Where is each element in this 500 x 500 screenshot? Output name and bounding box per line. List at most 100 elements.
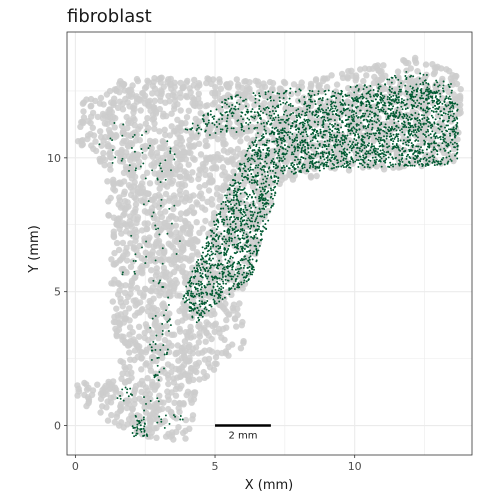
fibroblast-point	[226, 279, 229, 282]
fibroblast-point	[212, 244, 215, 246]
fibroblast-point	[333, 158, 336, 161]
background-cell-point	[454, 102, 461, 109]
background-cell-point	[181, 198, 188, 205]
fibroblast-point	[346, 134, 349, 137]
fibroblast-point	[199, 305, 202, 308]
fibroblast-point	[398, 111, 401, 114]
background-cell-point	[131, 347, 139, 354]
background-cell-point	[125, 293, 132, 301]
fibroblast-point	[226, 240, 229, 243]
fibroblast-point	[361, 144, 364, 147]
fibroblast-point	[183, 294, 186, 297]
background-cell-point	[119, 239, 127, 247]
background-cell-point	[145, 102, 152, 110]
fibroblast-point	[417, 130, 420, 133]
fibroblast-point	[239, 192, 242, 195]
fibroblast-point	[262, 136, 265, 138]
background-cell-point	[165, 222, 172, 229]
fibroblast-point	[254, 174, 257, 177]
background-cell-point	[249, 183, 257, 190]
fibroblast-point	[223, 251, 226, 254]
fibroblast-point	[261, 137, 264, 140]
fibroblast-point	[211, 229, 213, 232]
fibroblast-point	[248, 181, 251, 183]
background-cell-point	[126, 317, 133, 324]
fibroblast-point	[228, 293, 231, 296]
fibroblast-point	[382, 129, 385, 132]
background-cell-point	[123, 204, 130, 211]
fibroblast-point	[416, 99, 419, 102]
background-cell-point	[182, 219, 189, 226]
background-cell-point	[345, 167, 353, 174]
fibroblast-point	[210, 234, 213, 237]
fibroblast-point	[447, 113, 450, 116]
background-cell-point	[183, 303, 190, 310]
fibroblast-point	[244, 257, 247, 260]
fibroblast-point	[390, 95, 393, 98]
fibroblast-point	[265, 132, 268, 135]
fibroblast-point	[239, 241, 242, 244]
fibroblast-point	[282, 136, 285, 139]
background-cell-point	[248, 95, 256, 102]
fibroblast-point	[256, 212, 259, 215]
fibroblast-point	[383, 130, 386, 133]
fibroblast-point	[387, 156, 390, 159]
fibroblast-point	[355, 139, 358, 142]
background-cell-point	[407, 65, 414, 72]
fibroblast-point	[251, 141, 254, 144]
fibroblast-point	[382, 110, 385, 113]
fibroblast-point	[241, 213, 244, 216]
fibroblast-point	[237, 286, 240, 289]
fibroblast-point	[424, 90, 427, 93]
background-cell-point	[155, 249, 163, 256]
fibroblast-point	[447, 128, 450, 131]
fibroblast-point	[194, 275, 197, 278]
fibroblast-point	[203, 307, 206, 310]
fibroblast-point	[210, 253, 213, 256]
fibroblast-point	[228, 240, 231, 242]
background-cell-point	[239, 285, 246, 292]
fibroblast-point	[301, 141, 304, 144]
fibroblast-point	[291, 138, 294, 141]
background-cell-point	[162, 190, 170, 198]
background-cell-point	[448, 78, 455, 85]
fibroblast-point	[238, 238, 241, 241]
fibroblast-point	[396, 106, 399, 109]
fibroblast-point	[401, 122, 403, 125]
fibroblast-point	[216, 277, 219, 280]
fibroblast-point	[219, 245, 222, 248]
fibroblast-point	[448, 117, 451, 120]
fibroblast-point	[311, 157, 314, 160]
fibroblast-point	[417, 155, 419, 158]
fibroblast-point	[361, 138, 364, 141]
background-cell-point	[170, 379, 178, 386]
background-cell-point	[159, 354, 166, 361]
fibroblast-point	[365, 146, 368, 148]
fibroblast-point	[246, 223, 249, 226]
fibroblast-point	[263, 216, 266, 219]
background-cell-point	[234, 145, 242, 153]
background-cell-point	[182, 416, 190, 424]
fibroblast-point	[217, 282, 220, 285]
fibroblast-point	[264, 185, 267, 188]
fibroblast-point	[235, 198, 238, 201]
fibroblast-point	[395, 94, 398, 97]
fibroblast-point	[349, 145, 352, 147]
fibroblast-point	[342, 99, 345, 102]
fibroblast-point	[236, 262, 239, 265]
background-cell-point	[182, 314, 189, 321]
fibroblast-point	[270, 192, 273, 195]
fibroblast-point	[216, 281, 219, 283]
background-cell-point	[187, 327, 195, 334]
fibroblast-point	[331, 129, 334, 132]
fibroblast-point	[223, 254, 226, 257]
fibroblast-point	[219, 296, 222, 299]
background-cell-point	[155, 229, 162, 237]
background-cell-point	[244, 128, 251, 135]
fibroblast-point	[228, 231, 231, 233]
fibroblast-point	[194, 295, 196, 298]
background-cell-point	[182, 270, 190, 277]
fibroblast-point	[218, 259, 221, 262]
background-cell-point	[393, 149, 400, 156]
fibroblast-point	[433, 133, 436, 136]
